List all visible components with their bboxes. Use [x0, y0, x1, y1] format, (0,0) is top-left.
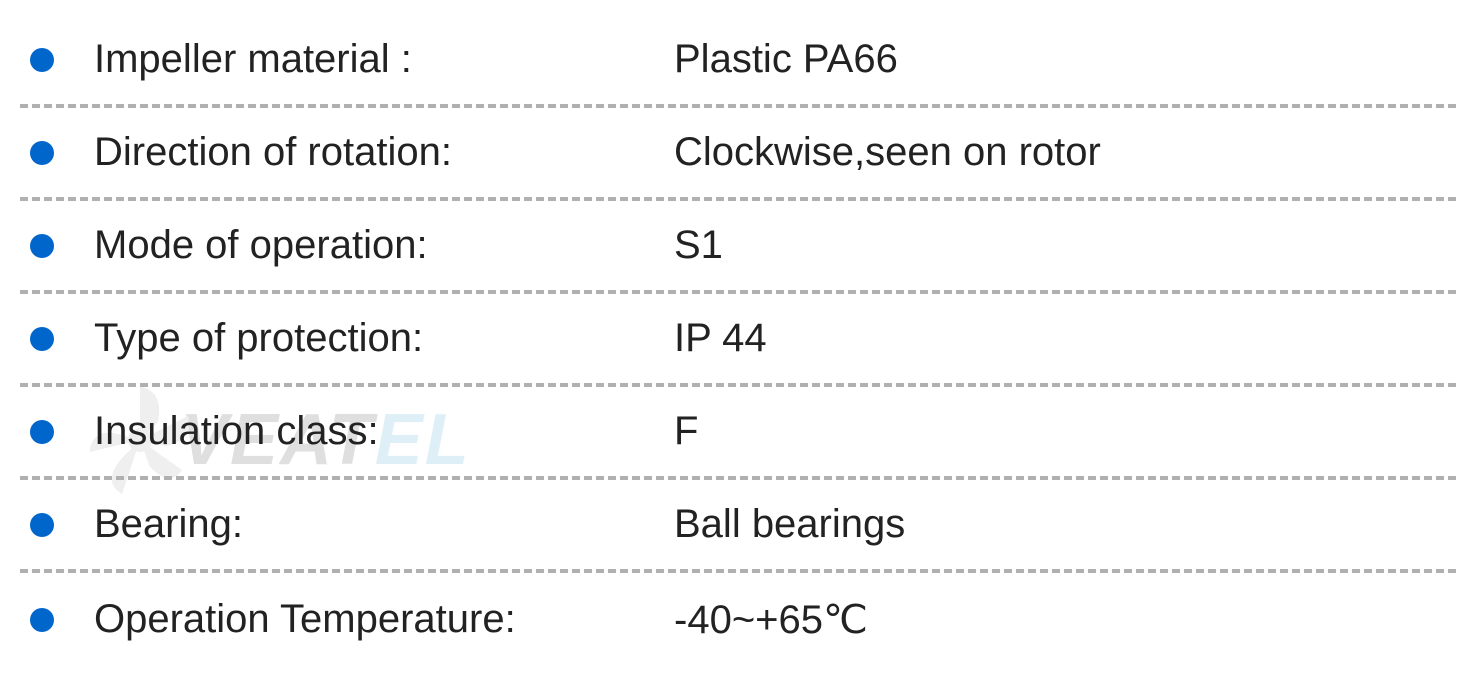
spec-value: S1	[674, 223, 723, 268]
bullet-icon	[30, 234, 54, 258]
specification-list: Impeller material : Plastic PA66 Directi…	[20, 15, 1456, 666]
bullet-icon	[30, 327, 54, 351]
spec-value: Plastic PA66	[674, 37, 898, 82]
spec-value: F	[674, 409, 698, 454]
spec-label: Mode of operation:	[94, 223, 674, 268]
spec-value: -40~+65℃	[674, 597, 868, 643]
bullet-icon	[30, 513, 54, 537]
bullet-icon	[30, 48, 54, 72]
spec-value: IP 44	[674, 316, 767, 361]
spec-row: Type of protection: IP 44	[20, 294, 1456, 387]
spec-row: Insulation class: F	[20, 387, 1456, 480]
spec-row: Mode of operation: S1	[20, 201, 1456, 294]
spec-value: Clockwise,seen on rotor	[674, 130, 1101, 175]
spec-row: Impeller material : Plastic PA66	[20, 15, 1456, 108]
spec-label: Type of protection:	[94, 316, 674, 361]
spec-row: Bearing: Ball bearings	[20, 480, 1456, 573]
spec-label: Operation Temperature:	[94, 597, 674, 642]
spec-label: Insulation class:	[94, 409, 674, 454]
bullet-icon	[30, 608, 54, 632]
spec-row: Direction of rotation: Clockwise,seen on…	[20, 108, 1456, 201]
spec-label: Impeller material :	[94, 37, 674, 82]
bullet-icon	[30, 420, 54, 444]
spec-label: Direction of rotation:	[94, 130, 674, 175]
spec-label: Bearing:	[94, 502, 674, 547]
bullet-icon	[30, 141, 54, 165]
spec-row: Operation Temperature: -40~+65℃	[20, 573, 1456, 666]
spec-value: Ball bearings	[674, 502, 905, 547]
